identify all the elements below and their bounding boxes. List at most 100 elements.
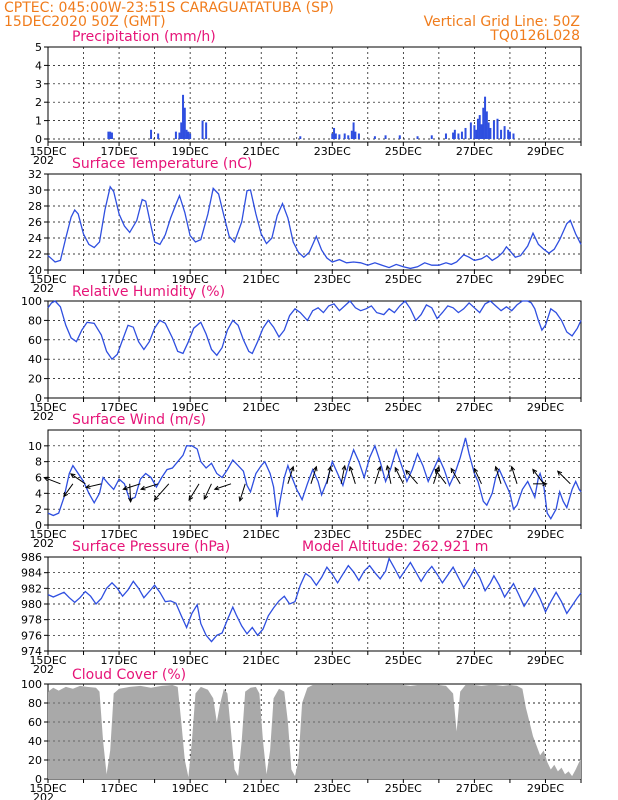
precip-bar (430, 135, 433, 139)
wind-xtick-label: 29DEC (527, 528, 564, 541)
precip-bar (398, 135, 401, 139)
header-model-code: TQ0126L028 (489, 28, 580, 44)
cloud-xtick-label: 21DEC (243, 782, 280, 795)
header-date: 15DEC2020 50Z (GMT) (4, 14, 166, 30)
temp-ytick-label: 22 (28, 248, 42, 261)
wind-arrow (473, 467, 482, 485)
pressure-ytick-label: 980 (21, 598, 42, 611)
precip-bar (352, 122, 355, 139)
precip-bar (109, 131, 112, 139)
rh-xtick-label: 27DEC (456, 401, 493, 414)
pressure-xtick-label: 29DEC (527, 654, 564, 667)
precip-panel: 0 1 2 3 4 5 15DEC 17DEC 19DEC 21DEC 23DEC 25DEC 27DE… (29, 29, 582, 167)
temp-ytick-label: 24 (28, 232, 42, 245)
precip-year-stub: 202 (33, 154, 54, 167)
precip-xtick-label: 27DEC (456, 145, 493, 158)
precip-bar (183, 107, 186, 139)
precip-bar (478, 115, 481, 139)
rh-ytick-label: 20 (28, 373, 42, 386)
pressure-xtick-label: 27DEC (456, 654, 493, 667)
precip-xtick-label: 19DEC (172, 145, 209, 158)
precip-bar (347, 135, 350, 139)
precip-bar (354, 131, 357, 139)
precip-bar (373, 136, 376, 139)
wind-arrow (188, 483, 200, 502)
rh-frame (47, 300, 582, 399)
pressure-ytick-label: 978 (21, 614, 42, 627)
precip-bar (182, 94, 185, 139)
precip-bar (508, 131, 511, 139)
pressure-xtick-label: 19DEC (172, 654, 209, 667)
rh-ytick-label: 0 (35, 392, 42, 405)
wind-title: Surface Wind (m/s) (72, 412, 206, 428)
rh-xtick-label: 21DEC (243, 401, 280, 414)
temp-ytick-label: 28 (28, 200, 42, 213)
precip-bar (189, 133, 192, 139)
pressure-ytick-label: 986 (21, 551, 42, 564)
wind-arrow (433, 465, 441, 484)
precip-bar (331, 133, 334, 139)
wind-ytick-label: 8 (35, 456, 42, 469)
precip-bar (484, 96, 487, 139)
pressure-xtick-label: 15DEC (29, 654, 66, 667)
wind-xtick-label: 19DEC (172, 528, 209, 541)
wind-arrow (494, 465, 502, 484)
temp-xtick-label: 29DEC (527, 273, 564, 286)
precip-ytick-label: 5 (35, 41, 42, 54)
cloud-xtick-label: 15DEC (29, 782, 66, 795)
rh-title: Relative Humidity (%) (72, 284, 225, 300)
pressure-year-stub: 202 (33, 663, 54, 676)
temp-ytick-label: 32 (28, 168, 42, 181)
wind-arrow (139, 483, 159, 491)
wind-ytick-label: 0 (35, 519, 42, 532)
cloud-ytick-label: 0 (35, 773, 42, 786)
cloud-panel: 0 20 40 60 80 100 15DEC 17DEC 19DEC 21DEC 23DEC 25D… (21, 667, 582, 800)
precip-bar (487, 122, 490, 139)
rh-xtick-label: 23DEC (314, 401, 351, 414)
wind-arrow (326, 465, 333, 484)
pressure-ytick-label: 984 (21, 567, 42, 580)
cloud-xtick-label: 19DEC (172, 782, 209, 795)
precip-bar (452, 132, 455, 139)
pressure-xtick-label: 21DEC (243, 654, 280, 667)
precip-bar (469, 122, 472, 139)
wind-xtick-label: 25DEC (385, 528, 422, 541)
cloud-xtick-label: 25DEC (385, 782, 422, 795)
cloud-xtick-label: 17DEC (101, 782, 138, 795)
precip-bar (496, 118, 499, 139)
precip-bar (503, 126, 506, 139)
pressure-series-line (47, 556, 582, 643)
precip-bar (150, 129, 153, 139)
precip-bar (343, 133, 346, 139)
precip-bar (107, 131, 110, 139)
precip-ytick-label: 1 (35, 115, 42, 128)
wind-arrow (405, 469, 418, 485)
cloud-ytick-label: 80 (28, 697, 42, 710)
rh-ytick-label: 100 (21, 295, 42, 308)
precip-xtick-label: 17DEC (101, 145, 138, 158)
precip-bar (500, 129, 503, 139)
precip-bar (512, 133, 515, 139)
precip-bar (457, 133, 460, 139)
precip-ytick-label: 4 (35, 59, 42, 72)
precip-xtick-label: 21DEC (243, 145, 280, 158)
wind-arrow (385, 464, 392, 484)
rh-series-line (47, 300, 582, 361)
rh-ytick-label: 80 (28, 314, 42, 327)
wind-series-line (47, 437, 582, 520)
wind-arrow (153, 483, 170, 501)
temp-xtick-label: 21DEC (243, 273, 280, 286)
wind-arrow (374, 465, 382, 484)
wind-arrow (84, 483, 102, 489)
precip-ytick-label: 0 (35, 133, 42, 146)
temp-ytick-label: 30 (28, 184, 42, 197)
rh-ytick-label: 60 (28, 334, 42, 347)
wind-arrow (310, 465, 318, 484)
wind-ytick-label: 10 (28, 440, 42, 453)
precip-bar (460, 131, 463, 139)
cloud-area (48, 685, 581, 779)
cloud-ytick-label: 100 (21, 678, 42, 691)
wind-xtick-label: 21DEC (243, 528, 280, 541)
precip-bar (333, 127, 336, 139)
pressure-title: Surface Pressure (hPa) (72, 539, 230, 555)
